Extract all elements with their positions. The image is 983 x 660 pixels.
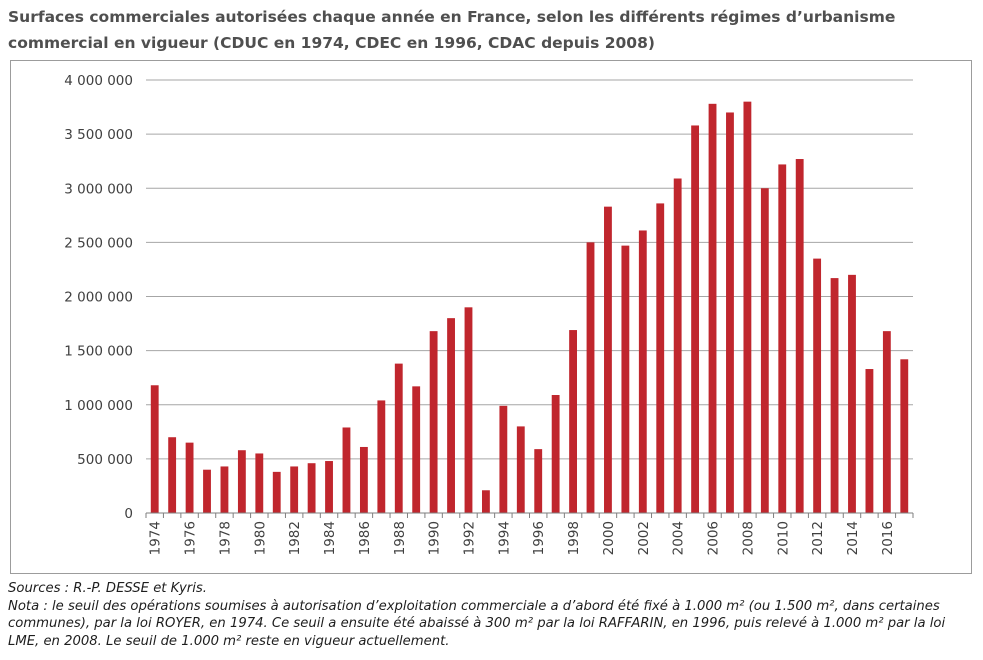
- x-tick-label: 1992: [461, 521, 477, 555]
- gridlines: [146, 79, 913, 460]
- y-axis-ticks: 0 500 000 1 000 000 1 500 000 2 000 000 2 500…: [64, 73, 133, 522]
- x-tick-label: 1976: [183, 521, 199, 555]
- bar-1999: [586, 242, 595, 513]
- bar-1997: [551, 395, 560, 513]
- bar-2007: [726, 112, 734, 513]
- bar-1985: [342, 427, 351, 513]
- bar-1980: [255, 453, 264, 513]
- x-tick-label: 2000: [601, 521, 617, 555]
- bar-2005: [691, 125, 700, 513]
- x-tick-label: 1978: [217, 521, 233, 555]
- x-axis-ticks: 1974 1976 1978 1980 1982 1984 1986 1988 1990 1992…: [148, 521, 896, 555]
- bar-1996: [534, 449, 543, 513]
- bar-1990: [429, 331, 438, 513]
- chart-frame: 0 500 000 1 000 000 1 500 000 2 000 000 2 500…: [10, 60, 972, 574]
- bar-2012: [813, 258, 822, 513]
- bar-1987: [377, 400, 386, 513]
- y-tick-label: 2 500 000: [64, 235, 133, 251]
- x-tick-label: 2014: [845, 521, 861, 555]
- y-tick-label: 4 000 000: [64, 73, 133, 89]
- bar-1984: [325, 461, 333, 513]
- x-tick-label: 2006: [706, 521, 722, 555]
- bar-2013: [830, 278, 839, 513]
- bar-1975: [168, 437, 177, 513]
- bar-1993: [481, 490, 490, 513]
- bar-1988: [394, 363, 403, 513]
- bar-1998: [569, 330, 578, 513]
- x-tick-label: 2010: [775, 521, 791, 555]
- x-tick-label: 1980: [252, 521, 268, 555]
- bar-2016: [882, 331, 891, 513]
- x-axis: [145, 512, 914, 518]
- bar-2003: [656, 203, 665, 513]
- nota-note: Nota : le seuil des opérations soumises …: [8, 598, 946, 649]
- bar-1974: [150, 385, 159, 513]
- x-tick-label: 1986: [357, 521, 373, 555]
- x-tick-label: 1998: [566, 521, 582, 555]
- bar-2011: [795, 159, 804, 513]
- bar-1977: [203, 469, 211, 513]
- bar-1995: [516, 426, 525, 513]
- bar-2001: [621, 245, 630, 513]
- x-tick-label: 1984: [322, 521, 338, 555]
- x-tick-label: 2004: [671, 521, 687, 555]
- y-tick-label: 3 000 000: [64, 181, 133, 197]
- bar-1978: [220, 466, 229, 513]
- bar-2017: [900, 359, 909, 513]
- y-tick-label: 1 500 000: [64, 344, 133, 360]
- x-tick-label: 1996: [531, 521, 547, 555]
- bar-2002: [638, 230, 647, 513]
- bar-1983: [307, 463, 316, 513]
- bar-1986: [359, 446, 368, 513]
- chart-notes: Sources : R.-P. DESSE et Kyris. Nota : l…: [8, 580, 980, 650]
- x-tick-label: 2016: [880, 521, 896, 555]
- bar-chart: 0 500 000 1 000 000 1 500 000 2 000 000 2 500…: [64, 73, 914, 555]
- y-tick-label: 500 000: [77, 452, 133, 468]
- bar-1991: [447, 318, 455, 513]
- bar-2014: [848, 274, 856, 513]
- y-tick-label: 3 500 000: [64, 127, 133, 143]
- x-tick-label: 1988: [392, 521, 408, 555]
- y-tick-label: 2 000 000: [64, 290, 133, 306]
- bar-1989: [412, 386, 421, 513]
- bar-2008: [743, 101, 752, 514]
- x-tick-label: 2012: [810, 521, 826, 555]
- x-tick-label: 1982: [287, 521, 303, 555]
- bar-2006: [708, 103, 717, 513]
- bar-1994: [499, 405, 508, 513]
- x-tick-label: 2002: [636, 521, 652, 555]
- y-tick-label: 0: [124, 506, 133, 522]
- y-tick-label: 1 000 000: [64, 398, 133, 414]
- bar-1982: [290, 466, 299, 513]
- sources-note: Sources : R.-P. DESSE et Kyris.: [8, 581, 207, 596]
- bar-2009: [760, 188, 769, 513]
- bar-1981: [272, 471, 281, 513]
- bar-1979: [237, 450, 246, 513]
- bar-2010: [778, 164, 787, 513]
- x-tick-label: 2008: [740, 521, 756, 555]
- x-tick-label: 1974: [148, 521, 164, 555]
- bar-2000: [604, 206, 612, 513]
- bar-2015: [865, 369, 874, 513]
- bars: [150, 101, 909, 514]
- bar-2004: [673, 178, 682, 513]
- x-tick-label: 1994: [496, 521, 512, 555]
- bar-1976: [185, 442, 194, 513]
- chart-title: Surfaces commerciales autorisées chaque …: [8, 8, 896, 52]
- bar-1992: [464, 307, 473, 513]
- x-tick-label: 1990: [427, 521, 443, 555]
